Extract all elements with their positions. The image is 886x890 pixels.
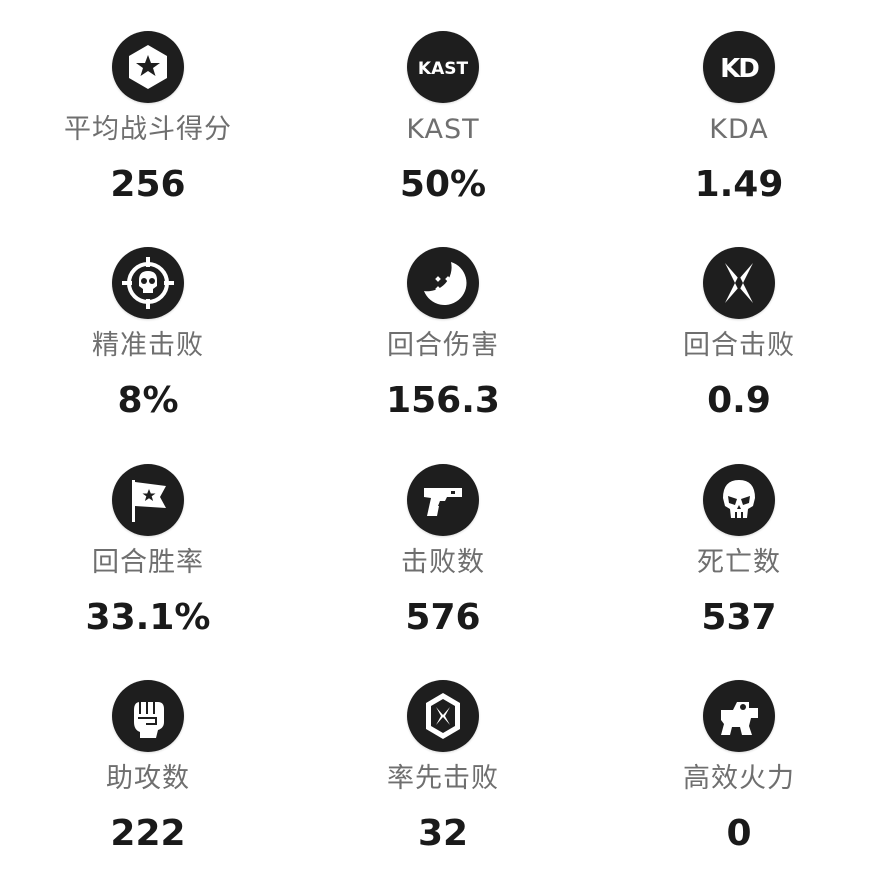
stat-label: 率先击败 [387,763,499,794]
stat-first-kills: 率先击败 32 [303,680,583,890]
stat-round-win-rate: 回合胜率 33.1% [8,464,288,674]
flag-icon [112,464,184,536]
kd-icon: KD [703,31,775,103]
kast-icon: KAST [407,31,479,103]
stat-label: 高效火力 [683,763,795,794]
stat-kast: KAST KAST 50% [303,31,583,241]
stat-precision-kills: 精准击败 8% [8,247,288,457]
stat-label: 回合击败 [683,330,795,361]
stat-label: 死亡数 [697,547,781,578]
stat-deaths: 死亡数 537 [599,464,879,674]
stat-average-combat-score: 平均战斗得分 256 [8,31,288,241]
stat-label: 击败数 [401,547,485,578]
stat-value: 222 [110,813,186,854]
stat-kda: KD KDA 1.49 [599,31,879,241]
pistol-icon [407,464,479,536]
skull-icon [703,464,775,536]
crossed-blades-icon [703,247,775,319]
stat-value: 537 [701,597,777,638]
stat-round-damage: 回合伤害 156.3 [303,247,583,457]
kast-icon-text: KAST [418,59,469,79]
stat-value: 32 [417,813,469,854]
stat-kills: 击败数 576 [303,464,583,674]
crosshair-skull-icon [112,247,184,319]
stat-value: 8% [117,380,179,421]
stat-value: 256 [110,164,186,205]
stat-label: 回合胜率 [92,547,204,578]
stat-label: 平均战斗得分 [64,114,232,145]
efficient-fire-icon [703,680,775,752]
stat-value: 1.49 [694,164,784,205]
star-badge-icon [112,31,184,103]
stat-kills-per-round: 回合击败 0.9 [599,247,879,457]
stat-value: 0.9 [707,380,771,421]
stat-label: KDA [709,114,769,145]
stat-value: 50% [399,164,487,205]
stat-label: 精准击败 [92,330,204,361]
fist-icon [112,680,184,752]
kd-icon-text: KD [720,54,759,84]
stat-efficient-firepower: 高效火力 0 [599,680,879,890]
stat-value: 0 [726,813,752,854]
stat-assists: 助攻数 222 [8,680,288,890]
first-blood-icon [407,680,479,752]
stat-value: 576 [405,597,481,638]
stat-label: 助攻数 [106,763,190,794]
stat-value: 156.3 [386,380,500,421]
damage-burst-icon [407,247,479,319]
stat-label: 回合伤害 [387,330,499,361]
stat-value: 33.1% [85,597,211,638]
stat-label: KAST [406,114,480,145]
